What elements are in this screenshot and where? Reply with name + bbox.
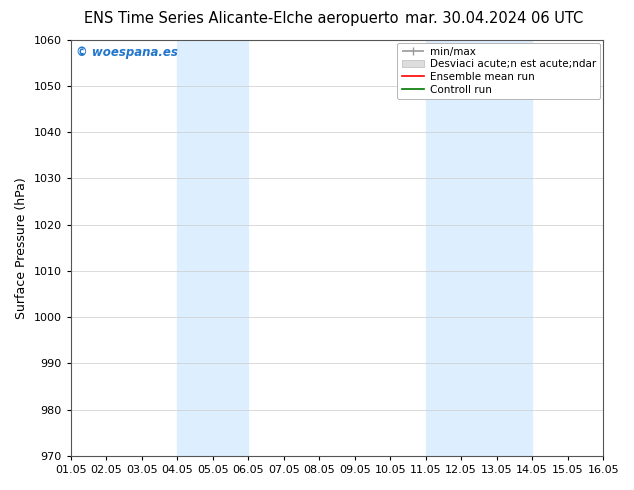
Bar xyxy=(425,40,532,456)
Text: ENS Time Series Alicante-Elche aeropuerto: ENS Time Series Alicante-Elche aeropuert… xyxy=(84,11,398,26)
Y-axis label: Surface Pressure (hPa): Surface Pressure (hPa) xyxy=(15,177,28,318)
Text: © woespana.es: © woespana.es xyxy=(76,46,178,59)
Text: mar. 30.04.2024 06 UTC: mar. 30.04.2024 06 UTC xyxy=(405,11,584,26)
Bar xyxy=(178,40,248,456)
Legend: min/max, Desviaci acute;n est acute;ndar, Ensemble mean run, Controll run: min/max, Desviaci acute;n est acute;ndar… xyxy=(398,43,600,99)
